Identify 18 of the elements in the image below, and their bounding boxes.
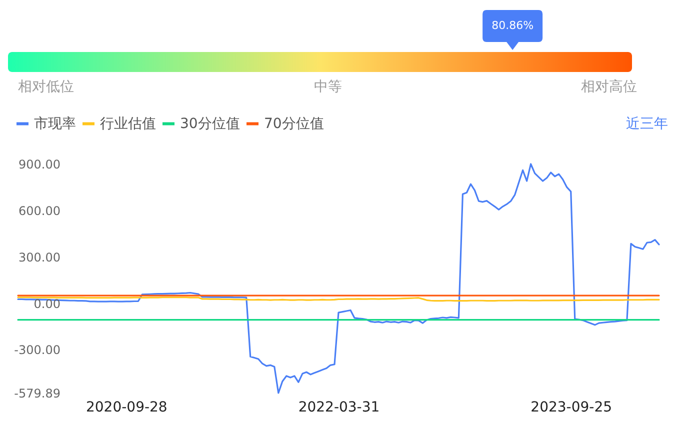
x-tick-label: 2023-09-25 bbox=[530, 400, 612, 416]
data-label: 80.86% bbox=[492, 19, 534, 32]
text: 近三年 bbox=[626, 116, 668, 132]
y-tick-label: 600.00 bbox=[18, 204, 60, 218]
y-tick-label: 900.00 bbox=[18, 158, 60, 172]
legend-label: 行业估值 bbox=[100, 116, 156, 132]
y-tick-label: -579.89 bbox=[14, 386, 60, 400]
x-tick-label: 2020-09-28 bbox=[86, 400, 168, 416]
y-tick-label: 0.00 bbox=[34, 296, 60, 311]
y-tick-label: 300.00 bbox=[18, 250, 60, 264]
y-tick-label: -300.00 bbox=[14, 343, 60, 358]
legend-label: 70分位值 bbox=[264, 116, 324, 132]
x-tick-label: 2022-03-31 bbox=[298, 400, 380, 416]
legend-label: 市现率 bbox=[34, 116, 76, 132]
text: 中等 bbox=[314, 79, 342, 95]
legend-label: 30分位值 bbox=[180, 116, 240, 132]
text: 相对高位 bbox=[581, 79, 637, 95]
text: 相对低位 bbox=[18, 79, 74, 95]
